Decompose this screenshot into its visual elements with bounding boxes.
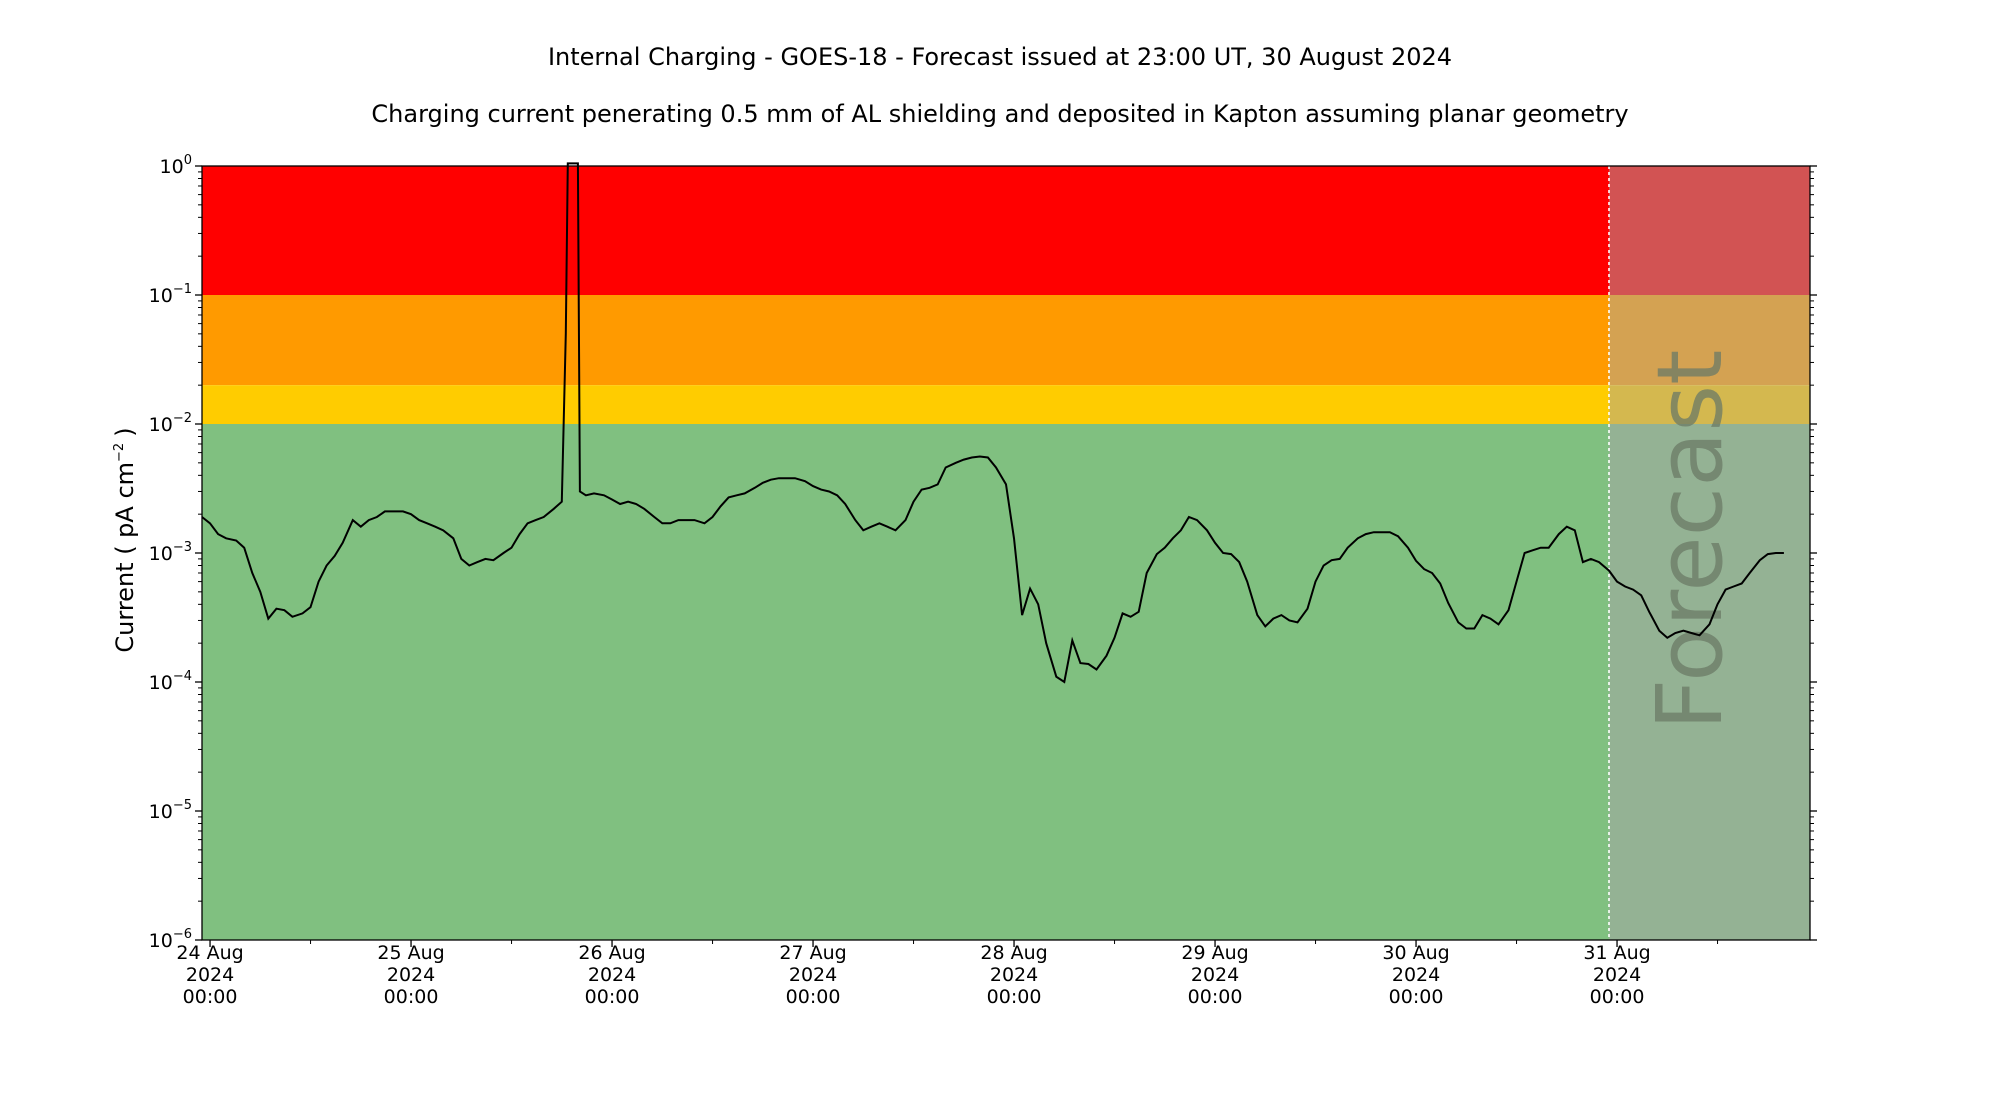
y-tick-base: 10 <box>149 672 173 694</box>
x-tick-label-line: 00:00 <box>1590 986 1645 1008</box>
x-tick-label-line: 2024 <box>990 964 1038 986</box>
y-tick-exponent: 0 <box>184 153 192 168</box>
y-tick-base: 10 <box>149 930 173 952</box>
x-tick-label-line: 30 Aug <box>1382 942 1449 964</box>
x-tick-label-line: 00:00 <box>1188 986 1243 1008</box>
y-axis-label: Current ( pA cm−2) <box>111 427 139 652</box>
forecast-region <box>1609 166 1810 940</box>
x-tick-label-line: 25 Aug <box>377 942 444 964</box>
x-tick-label-line: 00:00 <box>384 986 439 1008</box>
y-tick-exponent: −3 <box>173 540 192 555</box>
band-yellow <box>202 385 1609 424</box>
x-tick-label-line: 27 Aug <box>779 942 846 964</box>
y-tick-exponent: −5 <box>173 798 192 813</box>
x-tick-label-line: 2024 <box>1593 964 1641 986</box>
y-tick-label: 100 <box>160 153 192 178</box>
x-tick-label-line: 31 Aug <box>1583 942 1650 964</box>
band-green <box>202 424 1609 940</box>
x-tick-label: 29 Aug 2024 00:00 <box>1181 942 1248 1008</box>
x-tick-label-line: 00:00 <box>987 986 1042 1008</box>
x-tick-label-line: 2024 <box>1191 964 1239 986</box>
x-tick-label-line: 2024 <box>387 964 435 986</box>
y-tick-label: 10−3 <box>149 540 192 565</box>
x-tick-label-line: 00:00 <box>585 986 640 1008</box>
y-tick-label: 10−5 <box>149 798 192 823</box>
chart-title: Internal Charging - GOES-18 - Forecast i… <box>548 43 1452 71</box>
x-tick-label: 30 Aug 2024 00:00 <box>1382 942 1449 1008</box>
y-tick-label: 10−2 <box>149 411 192 436</box>
y-tick-base: 10 <box>149 801 173 823</box>
x-tick-label-line: 26 Aug <box>578 942 645 964</box>
x-tick-label: 24 Aug 2024 00:00 <box>176 942 243 1008</box>
risk-bands <box>202 166 1609 940</box>
x-tick-label-line: 00:00 <box>1389 986 1444 1008</box>
y-axis-label-main: Current ( pA cm <box>111 462 139 653</box>
series-line <box>201 162 1784 684</box>
x-tick-label-line: 00:00 <box>786 986 841 1008</box>
chart-subtitle: Charging current penerating 0.5 mm of AL… <box>371 100 1628 128</box>
y-tick-base: 10 <box>149 414 173 436</box>
y-axis-label-close: ) <box>111 427 139 436</box>
y-axis-label-exponent: −2 <box>112 443 127 462</box>
x-tick-label-line: 2024 <box>186 964 234 986</box>
x-tick-label-line: 2024 <box>588 964 636 986</box>
forecast-band-orange <box>1609 295 1810 386</box>
forecast-band-red <box>1609 166 1810 295</box>
y-tick-label: 10−6 <box>149 927 192 952</box>
y-tick-exponent: −4 <box>173 669 192 684</box>
y-tick-exponent: −1 <box>173 282 192 297</box>
x-tick-label-line: 2024 <box>1392 964 1440 986</box>
x-tick-label-line: 2024 <box>789 964 837 986</box>
y-tick-base: 10 <box>149 543 173 565</box>
y-tick-base: 10 <box>149 285 173 307</box>
y-tick-exponent: −2 <box>173 411 192 426</box>
x-tick-label-line: 24 Aug <box>176 942 243 964</box>
y-tick-exponent: −6 <box>173 927 192 942</box>
x-tick-label-line: 00:00 <box>183 986 238 1008</box>
forecast-band-yellow <box>1609 385 1810 424</box>
x-tick-label-line: 29 Aug <box>1181 942 1248 964</box>
band-orange <box>202 295 1609 386</box>
x-tick-label: 28 Aug 2024 00:00 <box>980 942 1047 1008</box>
x-tick-label: 25 Aug 2024 00:00 <box>377 942 444 1008</box>
y-tick-base: 10 <box>160 156 184 178</box>
y-tick-label: 10−1 <box>149 282 192 307</box>
x-tick-label: 27 Aug 2024 00:00 <box>779 942 846 1008</box>
forecast-label: Forecast <box>1638 350 1743 731</box>
x-tick-label: 26 Aug 2024 00:00 <box>578 942 645 1008</box>
forecast-band-green <box>1609 424 1810 940</box>
band-red <box>202 166 1609 295</box>
x-tick-label-line: 28 Aug <box>980 942 1047 964</box>
y-tick-label: 10−4 <box>149 669 192 694</box>
x-tick-label: 31 Aug 2024 00:00 <box>1583 942 1650 1008</box>
